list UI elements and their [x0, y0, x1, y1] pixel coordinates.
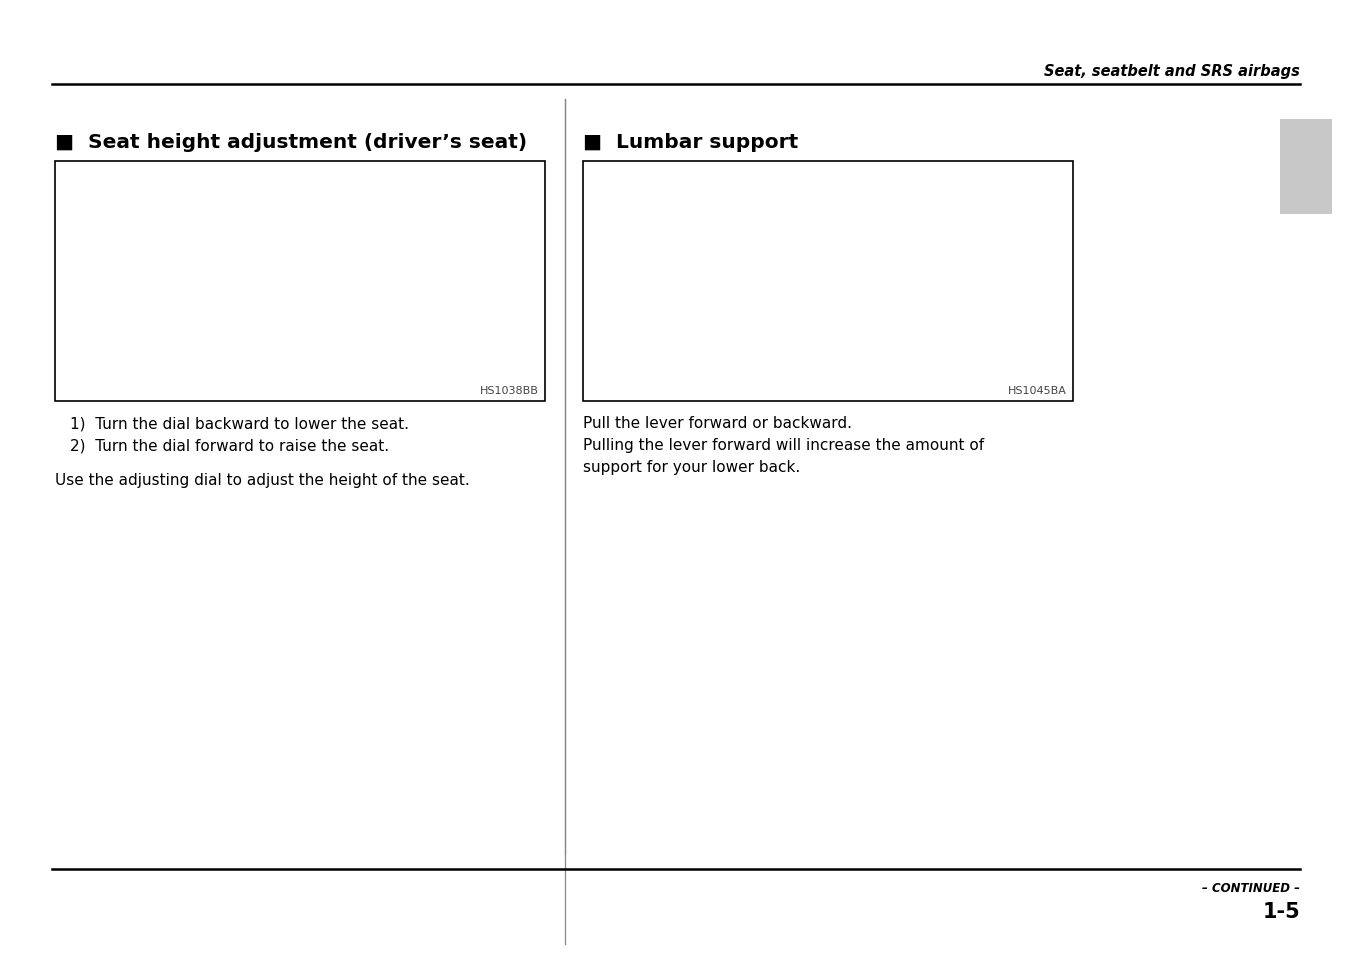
Text: HS1045BA: HS1045BA — [1009, 386, 1067, 395]
Bar — [1280, 120, 1332, 214]
Text: Seat, seatbelt and SRS airbags: Seat, seatbelt and SRS airbags — [1044, 64, 1301, 79]
Text: 1-5: 1-5 — [1263, 901, 1301, 921]
Text: Pulling the lever forward will increase the amount of: Pulling the lever forward will increase … — [583, 438, 984, 453]
Text: ■  Seat height adjustment (driver’s seat): ■ Seat height adjustment (driver’s seat) — [55, 132, 527, 152]
Text: Use the adjusting dial to adjust the height of the seat.: Use the adjusting dial to adjust the hei… — [55, 473, 469, 488]
Text: 2)  Turn the dial forward to raise the seat.: 2) Turn the dial forward to raise the se… — [70, 438, 389, 453]
Text: ■  Lumbar support: ■ Lumbar support — [583, 132, 798, 152]
Text: 1)  Turn the dial backward to lower the seat.: 1) Turn the dial backward to lower the s… — [70, 416, 410, 431]
Text: support for your lower back.: support for your lower back. — [583, 460, 800, 475]
Text: HS1038BB: HS1038BB — [480, 386, 539, 395]
Text: Pull the lever forward or backward.: Pull the lever forward or backward. — [583, 416, 852, 431]
Bar — [583, 162, 1073, 401]
Bar — [55, 162, 545, 401]
Text: – CONTINUED –: – CONTINUED – — [1202, 882, 1301, 894]
